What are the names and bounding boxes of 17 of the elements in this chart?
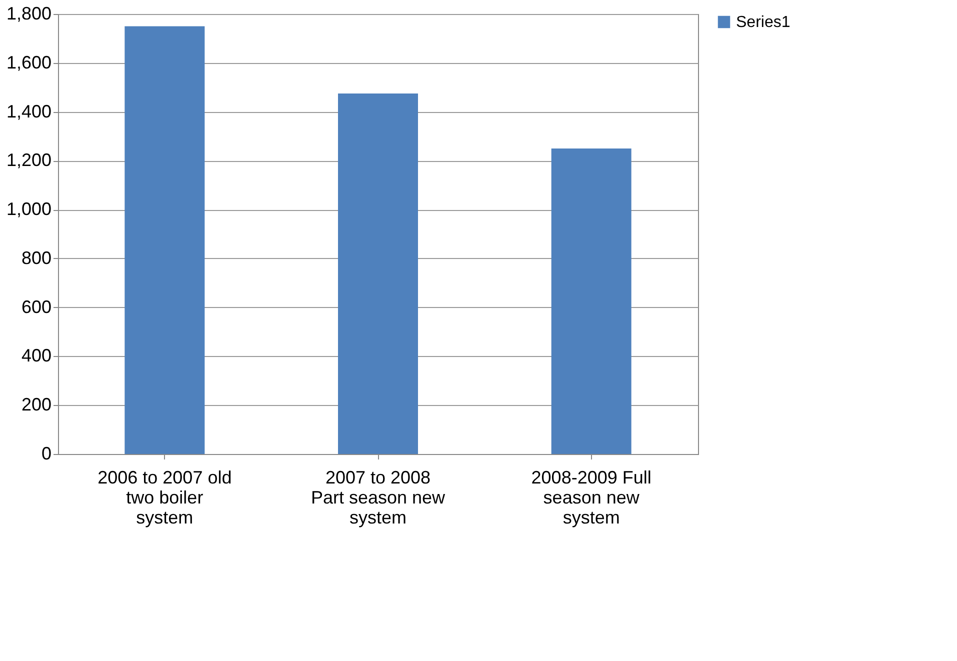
x-tick-label: 2007 to 2008 Part season new system bbox=[310, 468, 446, 528]
x-tick-label: 2006 to 2007 old two boiler system bbox=[98, 468, 232, 528]
y-tick-label: 600 bbox=[21, 296, 52, 317]
y-tick-label: 1,600 bbox=[6, 52, 52, 72]
bar bbox=[338, 93, 418, 454]
y-tick-label: 1,800 bbox=[6, 4, 52, 24]
legend-label: Series1 bbox=[736, 14, 790, 31]
y-tick-label: 1,400 bbox=[6, 101, 52, 122]
x-tick-label: 2008-2009 Full season new system bbox=[531, 468, 652, 528]
bar bbox=[551, 148, 632, 454]
bar bbox=[124, 26, 205, 454]
y-tick-label: 1,000 bbox=[6, 199, 52, 220]
y-tick-label: 400 bbox=[21, 346, 52, 366]
y-tick-label: 200 bbox=[21, 394, 52, 415]
y-tick-label: 800 bbox=[21, 248, 52, 268]
y-tick-label: 1,200 bbox=[6, 150, 52, 170]
y-tick-label: 0 bbox=[41, 444, 52, 464]
